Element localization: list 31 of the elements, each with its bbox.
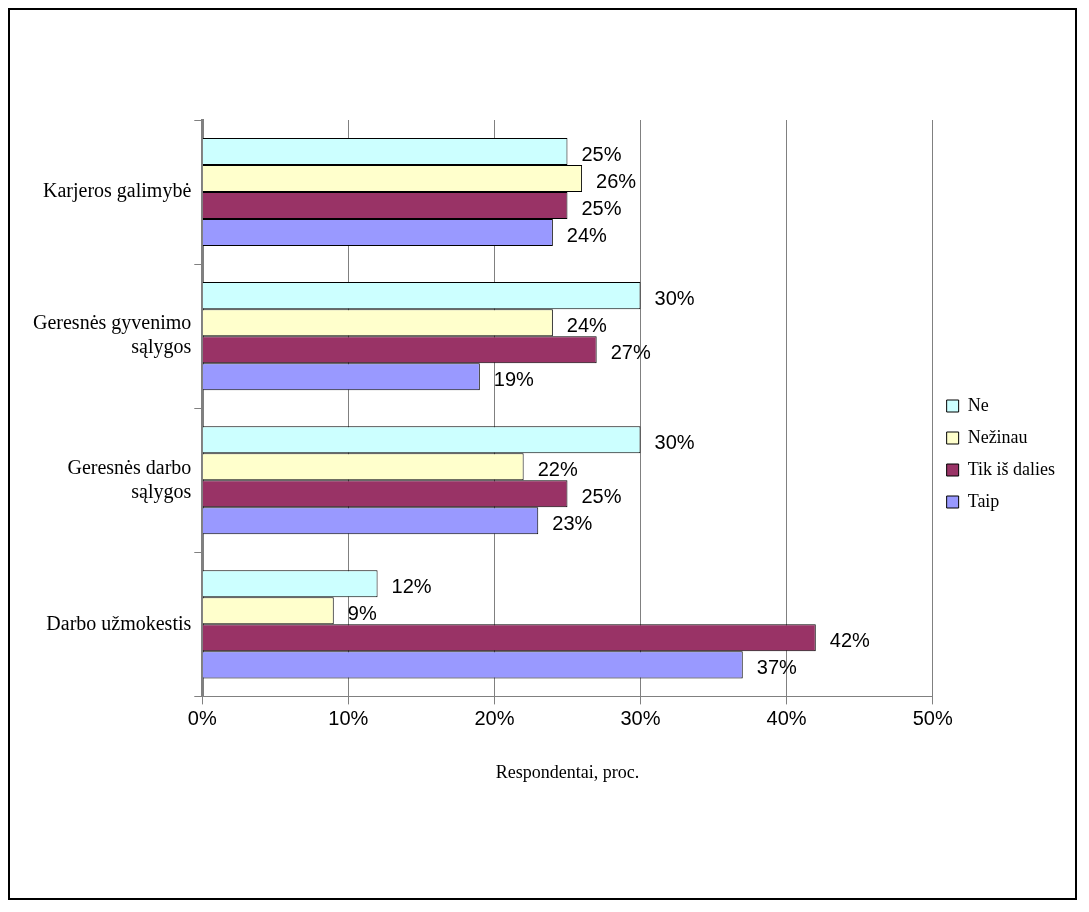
data-label: 42% [829, 629, 871, 652]
data-label: 24% [566, 224, 608, 247]
data-label: 24% [566, 314, 608, 337]
data-label: 30% [654, 287, 695, 310]
data-label: 12% [391, 575, 432, 598]
data-label: 22% [537, 458, 578, 481]
y-tick-label: Geresnės darbo sąlygos [67, 455, 192, 503]
data-label: 30% [654, 431, 695, 454]
y-tick-label: Karjeros galimybė [43, 179, 192, 203]
x-tick-label: 30% [620, 706, 661, 729]
legend-label: Ne [967, 394, 989, 415]
data-label: 25% [581, 485, 622, 508]
x-tick-label: 20% [474, 706, 515, 729]
data-label: 27% [610, 341, 651, 364]
data-label: 37% [756, 656, 797, 679]
data-label: 23% [552, 512, 593, 535]
x-axis-title: Respondentai, proc. [495, 761, 640, 782]
y-tick-label: Geresnės gyvenimo sąlygos [32, 311, 192, 359]
y-tick-label: Darbo užmokestis [46, 611, 192, 634]
data-label: 25% [581, 143, 622, 166]
x-tick-label: 40% [766, 706, 807, 729]
legend-label: Tik iš dalies [967, 458, 1055, 479]
data-label: 25% [581, 197, 622, 220]
data-label: 9% [347, 602, 377, 625]
legend-label: Nežinau [967, 426, 1028, 447]
x-tick-label: 50% [912, 706, 953, 729]
x-tick-label: 0% [187, 706, 217, 729]
data-label: 19% [493, 368, 535, 391]
legend-label: Taip [967, 490, 1000, 511]
x-tick-label: 10% [328, 706, 369, 729]
data-label: 26% [596, 170, 637, 193]
